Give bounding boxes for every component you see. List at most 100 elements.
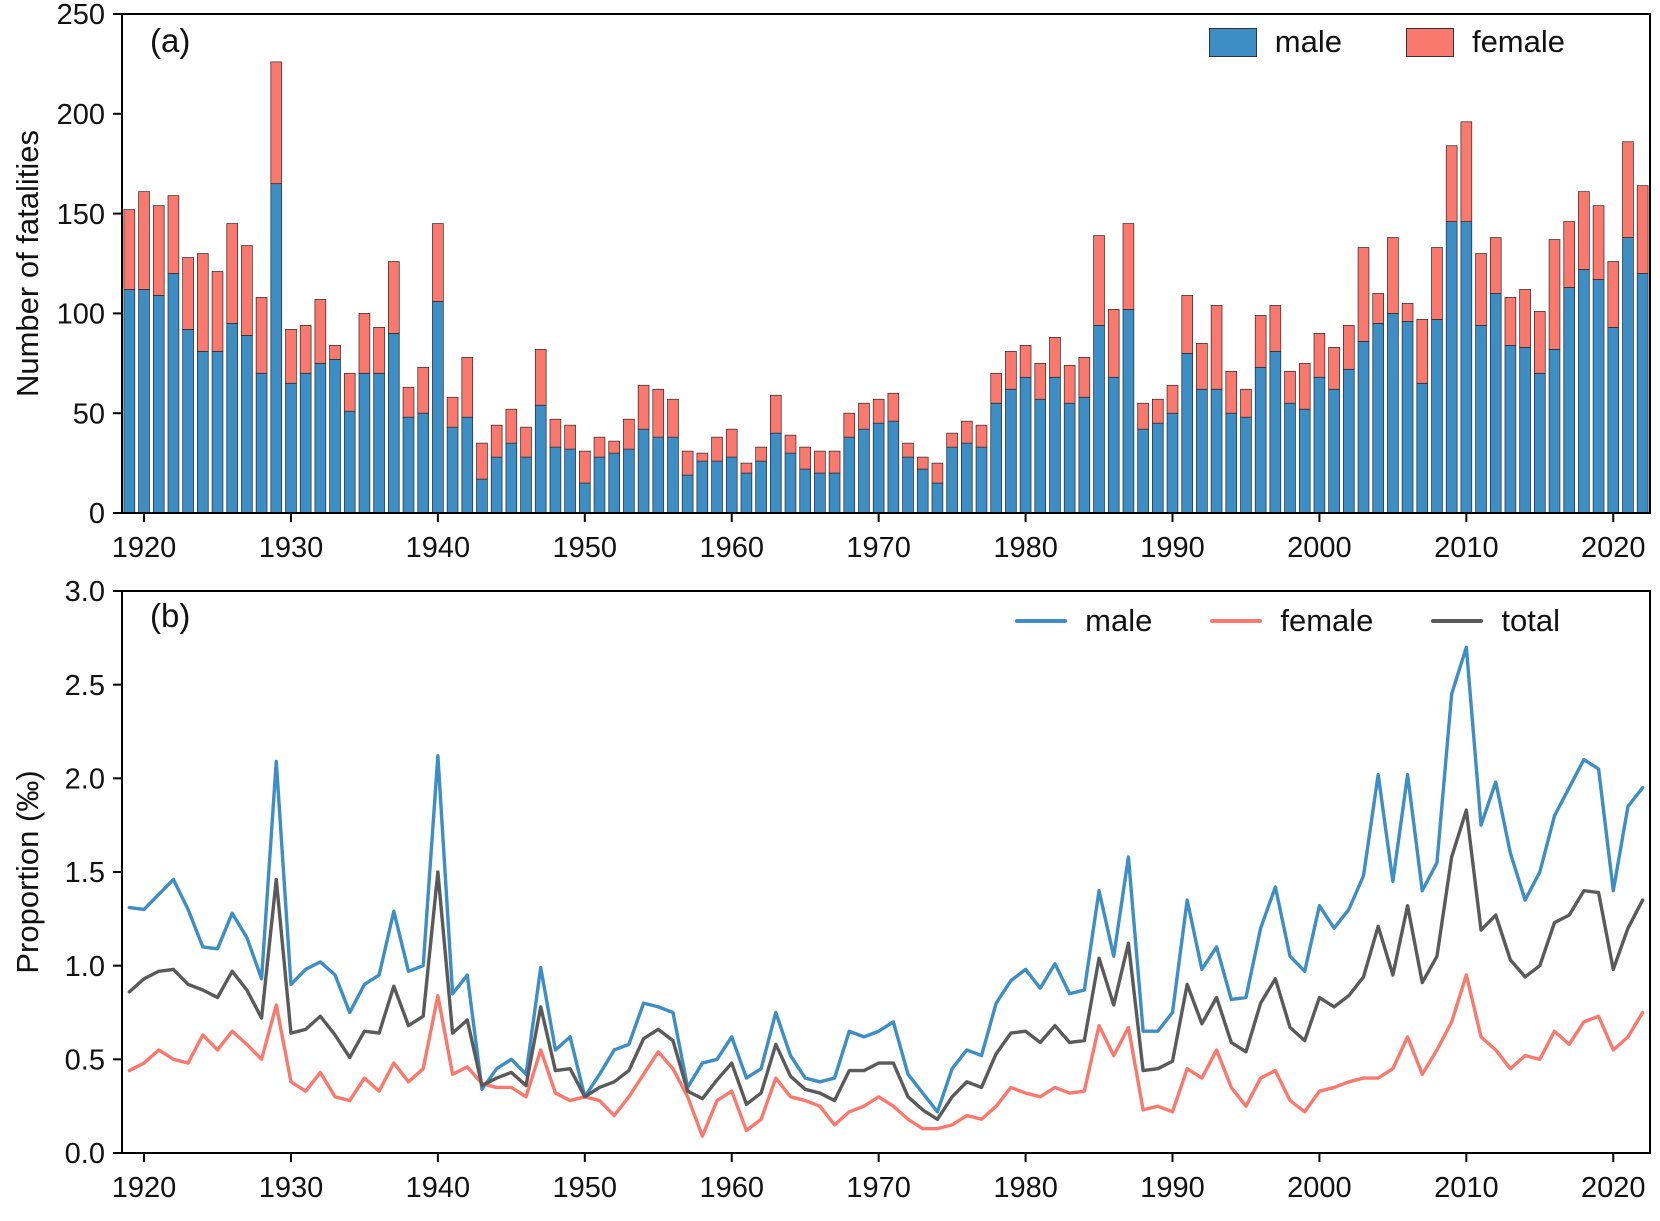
bar-segment-male — [1107, 376, 1120, 514]
bar-segment-female — [1475, 253, 1487, 326]
bar-segment-male — [1225, 412, 1238, 514]
bar-segment-female — [887, 392, 900, 422]
female-line-swatch — [1210, 619, 1263, 623]
bar-segment-male — [799, 468, 811, 514]
bar-segment-male — [1372, 323, 1384, 514]
legend-item-female: female — [1405, 24, 1565, 60]
bar-segment-female — [167, 195, 180, 274]
bar-segment-female — [1284, 370, 1296, 404]
line-total — [127, 808, 1645, 1121]
bar-segment-male — [1196, 388, 1208, 514]
bar-segment-female — [725, 428, 738, 458]
bar-segment-female — [902, 442, 914, 458]
bar-segment-female — [593, 436, 606, 458]
bar-segment-male — [197, 350, 209, 514]
bar-segment-female — [299, 325, 312, 374]
bar-segment-male — [167, 273, 180, 514]
bar-segment-male — [152, 295, 165, 514]
bar-segment-female — [417, 366, 429, 414]
bar-segment-female — [564, 424, 576, 450]
bar-segment-female — [755, 446, 767, 462]
bar-segment-male — [916, 468, 929, 514]
bar-segment-female — [226, 223, 238, 324]
bar-segment-male — [402, 416, 415, 514]
plot-frame — [121, 13, 1651, 514]
y-tick-label: 2.5 — [65, 670, 105, 702]
x-tick-label: 1980 — [993, 1172, 1058, 1204]
x-tick-label: 2010 — [1434, 1172, 1499, 1204]
bar-segment-male — [211, 350, 224, 514]
bar-segment-male — [1548, 348, 1561, 514]
bar-segment-male — [461, 416, 474, 514]
bar-segment-female — [828, 450, 841, 474]
bar-segment-male — [814, 472, 826, 514]
x-tick-label: 1940 — [406, 532, 471, 564]
legend-male-label: male — [1274, 24, 1342, 59]
bar-segment-male — [549, 446, 562, 514]
bar-segment-female — [1122, 223, 1135, 310]
y-tick-label: 50 — [73, 398, 105, 430]
bar-segment-male — [388, 333, 400, 514]
bar-segment-male — [1152, 422, 1164, 514]
bar-segment-female — [505, 408, 518, 444]
bar-segment-female — [402, 386, 415, 418]
bar-segment-male — [1122, 309, 1135, 514]
x-tick-label: 1960 — [699, 1172, 764, 1204]
bar-segment-male — [1401, 321, 1414, 514]
bar-segment-male — [1166, 412, 1179, 514]
y-tick-label: 250 — [57, 0, 105, 31]
x-tick-label: 1990 — [1140, 1172, 1205, 1204]
bar-segment-female — [1401, 303, 1414, 322]
bar-segment-female — [1504, 297, 1517, 346]
bar-segment-female — [1387, 237, 1399, 314]
bar-segment-male — [1489, 293, 1502, 514]
bar-segment-male — [931, 482, 944, 514]
x-tick-label: 1930 — [259, 1172, 324, 1204]
bar-segment-female — [1005, 350, 1017, 390]
x-tick-label: 2000 — [1287, 532, 1352, 564]
legend-female-label: female — [1471, 24, 1565, 59]
bar-segment-female — [1210, 305, 1223, 390]
bar-segment-male — [373, 372, 385, 514]
bar-segment-female — [388, 261, 400, 334]
bar-segment-male — [946, 446, 958, 514]
bar-segment-male — [608, 452, 620, 514]
bar-segment-female — [1372, 293, 1384, 324]
bar-segment-female — [1607, 261, 1620, 328]
bar-segment-female — [520, 426, 532, 458]
bar-segment-female — [358, 313, 371, 374]
bar-segment-female — [182, 257, 194, 330]
bar-segment-male — [1636, 273, 1649, 514]
bar-segment-female — [1328, 346, 1340, 390]
bar-segment-female — [1343, 325, 1355, 370]
bar-segment-male — [1416, 382, 1429, 514]
bar-segment-male — [579, 482, 591, 514]
x-tick-label: 1950 — [553, 1172, 618, 1204]
bar-segment-male — [1181, 352, 1193, 514]
bar-segment-male — [1005, 388, 1017, 514]
bar-segment-female — [1254, 315, 1267, 368]
bar-segment-male — [770, 432, 782, 514]
bar-segment-male — [446, 426, 459, 514]
bar-segment-male — [329, 358, 341, 514]
bar-segment-female — [1107, 309, 1120, 378]
bar-segment-female — [799, 446, 811, 470]
bar-segment-male — [652, 436, 665, 514]
line-chart-svg: 0.0 0.5 1.0 1.5 2.0 2.5 3.0 1920 1930 1940 1950 196… — [10, 576, 1651, 1204]
bar-segment-female — [241, 245, 253, 336]
bar-segment-male — [1049, 376, 1061, 514]
bar-segment-female — [1240, 388, 1252, 418]
bar-segment-female — [623, 418, 635, 450]
bar-segment-male — [1313, 376, 1326, 514]
bar-segment-male — [343, 410, 356, 514]
bar-segment-male — [961, 442, 973, 514]
legend-total-line-label: total — [1501, 603, 1560, 638]
bar-segment-male — [1298, 408, 1311, 514]
bar-segment-female — [152, 205, 165, 296]
x-tick-label: 1990 — [1140, 532, 1205, 564]
bar-segment-female — [696, 452, 709, 462]
bar-segment-male — [1284, 402, 1296, 514]
bar-segment-female — [961, 420, 973, 444]
bar-segment-female — [476, 442, 488, 480]
bar-segment-female — [343, 372, 356, 412]
